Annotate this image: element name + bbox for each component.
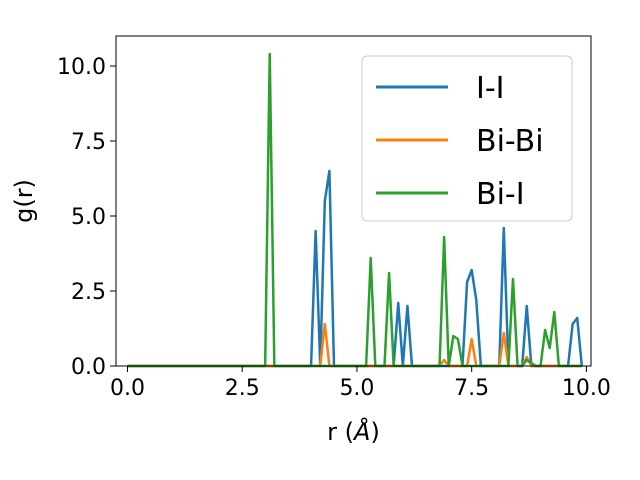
y-axis: 0.0 2.5 5.0 7.5 10.0: [57, 55, 116, 380]
y-tick-label: 5.0: [71, 205, 106, 230]
x-tick-label: 0.0: [110, 376, 145, 401]
series-line-bi-bi: [127, 322, 582, 368]
x-tick-label: 5.0: [339, 376, 374, 401]
legend-label-bi-i: Bi-I: [476, 177, 525, 212]
x-axis-label: r (Å): [327, 417, 380, 446]
legend-label-i-i: I-I: [476, 71, 505, 106]
x-tick-label: 10.0: [562, 376, 611, 401]
series-line-bi-i: [127, 52, 582, 368]
y-tick-label: 0.0: [71, 355, 106, 380]
x-axis: 0.0 2.5 5.0 7.5 10.0: [110, 366, 611, 401]
y-tick-label: 2.5: [71, 280, 106, 305]
y-axis-label: g(r): [10, 179, 38, 223]
plot-area-frame: [115, 35, 592, 367]
x-tick-label: 7.5: [454, 376, 489, 401]
y-tick-label: 7.5: [71, 130, 106, 155]
series-line-i-i: [127, 169, 584, 368]
x-tick-label: 2.5: [225, 376, 260, 401]
legend-box: [361, 55, 573, 222]
legend-label-bi-bi: Bi-Bi: [476, 124, 544, 159]
y-tick-label: 10.0: [57, 55, 106, 80]
legend: I-I Bi-Bi Bi-I: [361, 55, 573, 222]
plot-lines: [127, 52, 584, 368]
